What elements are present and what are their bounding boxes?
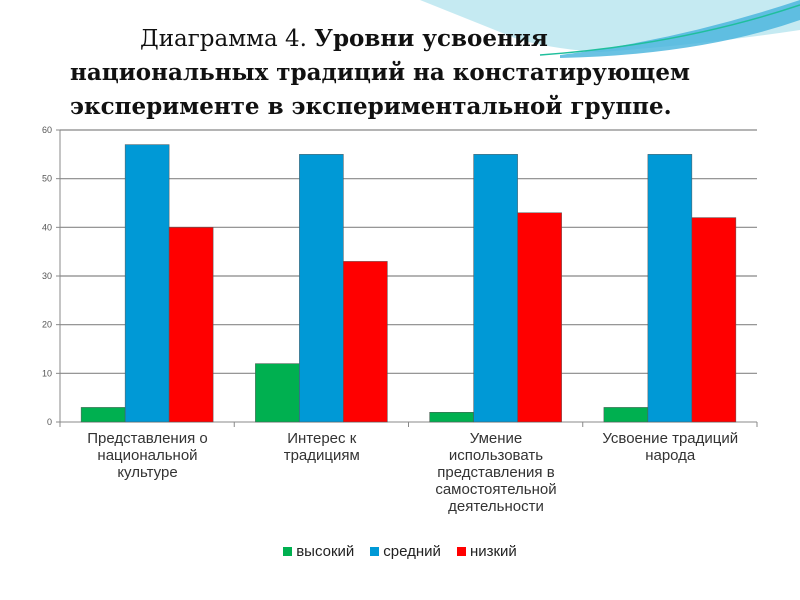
bar-средний	[647, 154, 693, 423]
y-tick-label: 50	[42, 174, 52, 184]
y-tick-label: 60	[42, 125, 52, 135]
bar-низкий	[343, 261, 388, 423]
legend-item: низкий	[456, 543, 517, 560]
legend-label: средний	[383, 543, 441, 560]
chart-title: Диаграмма 4. Уровни усвоения национальны…	[70, 22, 770, 124]
title-line2: национальных традиций на констатирующем	[70, 59, 690, 86]
x-category-label-line: самостоятельной	[435, 481, 557, 498]
x-category-label-line: Усвоение традиций	[602, 430, 739, 447]
x-category-label: Представления о национальной культуре	[60, 430, 235, 481]
x-category-label-line: народа	[645, 447, 696, 464]
x-category-label-line: национальной	[97, 447, 198, 464]
x-category-label-line: использовать	[448, 447, 544, 464]
bar-высокий	[603, 407, 649, 423]
title-line3: эксперименте в экспериментальной группе.	[70, 93, 672, 120]
x-category-label: Усвоение традиций народа	[583, 430, 758, 464]
x-category-label-line: Умение	[469, 430, 523, 447]
x-category-label-line: Интерес к	[287, 430, 357, 447]
x-category-label-line: Представления о	[87, 430, 208, 447]
title-prefix: Диаграмма 4.	[140, 26, 307, 52]
legend-label: высокий	[296, 543, 355, 560]
bar-средний	[124, 144, 170, 423]
y-tick-label: 0	[47, 417, 52, 427]
bar-высокий	[429, 412, 474, 423]
legend-label: низкий	[469, 543, 517, 560]
x-category-label-line: культуре	[117, 464, 178, 481]
legend-item: средний	[370, 543, 441, 560]
bar-низкий	[517, 212, 562, 423]
x-category-label: Интерес к традициям	[234, 430, 409, 464]
bar-высокий	[80, 407, 126, 423]
y-tick-label: 20	[42, 320, 52, 330]
legend-swatch	[283, 547, 293, 556]
x-category-label-line: традициям	[283, 447, 360, 464]
legend: высокий средний низкий	[0, 543, 800, 560]
legend-item: высокий	[283, 543, 354, 560]
x-category-label: Умение использовать представления в самосто…	[409, 430, 584, 515]
legend-swatch	[456, 547, 466, 556]
y-tick-label: 30	[42, 271, 52, 281]
bar-средний	[473, 154, 518, 423]
y-tick-label: 40	[42, 222, 52, 232]
x-category-label-line: представления в	[437, 464, 555, 481]
y-tick-label: 10	[42, 368, 52, 378]
bar-низкий	[168, 227, 214, 423]
legend-swatch	[370, 547, 380, 556]
bar-низкий	[691, 217, 737, 423]
bar-средний	[299, 154, 344, 423]
bar-высокий	[255, 363, 300, 423]
title-line1: Уровни усвоения	[314, 25, 548, 52]
x-category-label-line: деятельности	[448, 498, 544, 515]
